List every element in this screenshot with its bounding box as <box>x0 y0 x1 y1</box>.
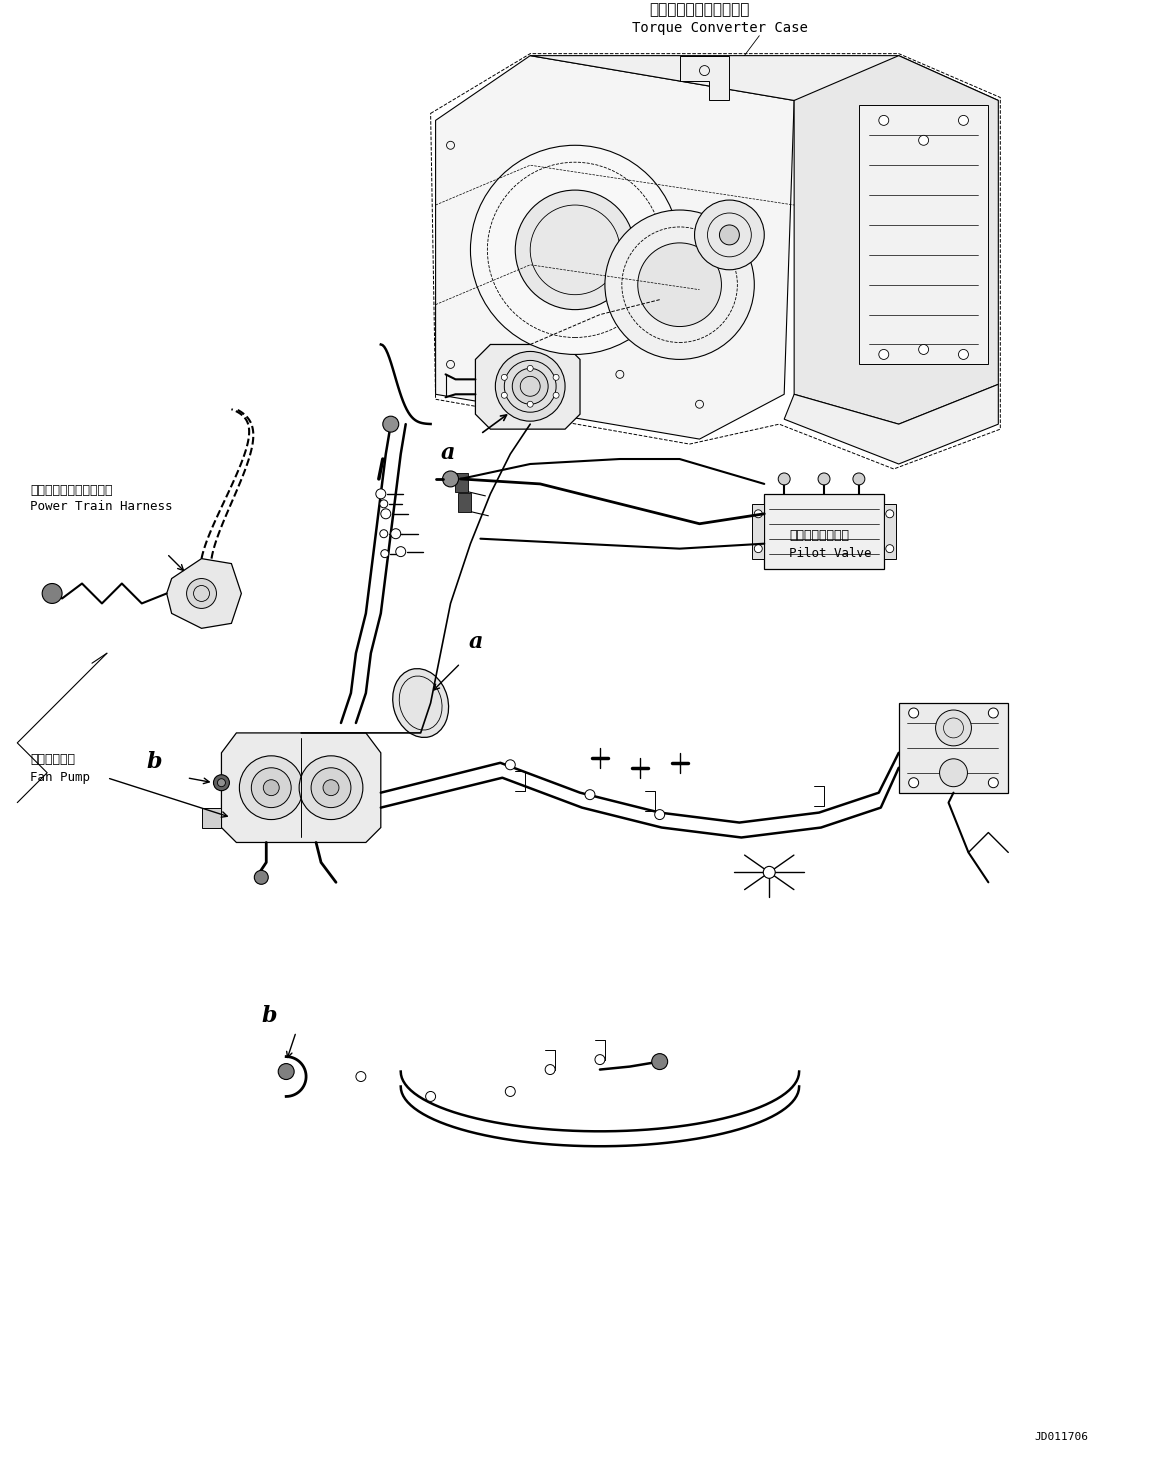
Text: Torque Converter Case: Torque Converter Case <box>632 20 807 35</box>
Circle shape <box>380 500 387 508</box>
Circle shape <box>214 775 229 791</box>
Circle shape <box>919 344 928 354</box>
Circle shape <box>908 778 919 788</box>
Circle shape <box>720 224 740 245</box>
Circle shape <box>958 350 969 360</box>
Circle shape <box>879 350 889 360</box>
Circle shape <box>42 583 62 603</box>
Polygon shape <box>679 55 729 101</box>
Circle shape <box>527 401 533 407</box>
Circle shape <box>240 756 304 820</box>
Circle shape <box>251 768 291 807</box>
Polygon shape <box>764 494 884 568</box>
Circle shape <box>495 351 565 421</box>
Circle shape <box>505 759 515 769</box>
Polygon shape <box>166 558 242 628</box>
Circle shape <box>886 545 893 552</box>
Circle shape <box>651 1053 668 1069</box>
Polygon shape <box>476 344 580 430</box>
Text: Power Train Harness: Power Train Harness <box>30 500 173 513</box>
Text: b: b <box>147 750 163 772</box>
Text: a: a <box>441 441 455 463</box>
Polygon shape <box>436 55 794 439</box>
Circle shape <box>501 392 507 398</box>
Circle shape <box>958 115 969 125</box>
Circle shape <box>637 243 721 326</box>
Polygon shape <box>859 105 989 364</box>
Circle shape <box>940 759 968 787</box>
Circle shape <box>186 578 216 609</box>
Text: a: a <box>469 631 483 653</box>
FancyBboxPatch shape <box>458 494 471 513</box>
Circle shape <box>605 210 755 360</box>
Circle shape <box>263 779 279 796</box>
Circle shape <box>380 549 388 558</box>
Circle shape <box>426 1091 436 1101</box>
Circle shape <box>395 546 406 557</box>
Circle shape <box>989 708 998 718</box>
Text: b: b <box>262 1005 277 1027</box>
Circle shape <box>217 778 226 787</box>
Circle shape <box>376 490 386 498</box>
Polygon shape <box>201 807 221 828</box>
Circle shape <box>391 529 401 539</box>
Circle shape <box>505 1087 515 1097</box>
Text: トルクコンバータケース: トルクコンバータケース <box>649 1 750 17</box>
Polygon shape <box>221 733 380 842</box>
Polygon shape <box>784 385 998 463</box>
Circle shape <box>818 474 830 485</box>
Circle shape <box>471 146 679 354</box>
Circle shape <box>380 508 391 519</box>
Circle shape <box>694 200 764 270</box>
Circle shape <box>278 1064 294 1080</box>
Polygon shape <box>752 504 764 558</box>
Circle shape <box>989 778 998 788</box>
Text: Fan Pump: Fan Pump <box>30 771 91 784</box>
Circle shape <box>755 510 762 517</box>
Circle shape <box>299 756 363 820</box>
Polygon shape <box>794 55 998 424</box>
Circle shape <box>356 1071 366 1081</box>
Circle shape <box>852 474 865 485</box>
Circle shape <box>443 471 458 487</box>
Circle shape <box>501 374 507 380</box>
Circle shape <box>380 530 387 538</box>
Circle shape <box>879 115 889 125</box>
Circle shape <box>311 768 351 807</box>
Circle shape <box>919 136 928 146</box>
Text: パイロットバルブ: パイロットバルブ <box>790 529 849 542</box>
Text: パワートレインハーネス: パワートレインハーネス <box>30 484 113 497</box>
Circle shape <box>935 710 971 746</box>
Circle shape <box>778 474 790 485</box>
Text: JD011706: JD011706 <box>1034 1432 1087 1442</box>
FancyBboxPatch shape <box>455 474 468 492</box>
Circle shape <box>545 1065 555 1075</box>
Text: Pilot Valve: Pilot Valve <box>790 546 871 559</box>
Polygon shape <box>530 55 998 101</box>
Circle shape <box>554 374 559 380</box>
Text: ファンポンプ: ファンポンプ <box>30 753 76 766</box>
Circle shape <box>755 545 762 552</box>
Circle shape <box>655 810 665 820</box>
Circle shape <box>527 366 533 372</box>
Circle shape <box>886 510 893 517</box>
Circle shape <box>512 369 548 404</box>
Circle shape <box>515 189 635 310</box>
Polygon shape <box>899 704 1008 793</box>
Ellipse shape <box>393 669 449 737</box>
Circle shape <box>763 867 776 879</box>
Polygon shape <box>884 504 896 558</box>
Circle shape <box>908 708 919 718</box>
Circle shape <box>595 1055 605 1065</box>
Circle shape <box>323 779 338 796</box>
Circle shape <box>255 870 269 884</box>
Circle shape <box>554 392 559 398</box>
Circle shape <box>585 790 595 800</box>
Circle shape <box>383 417 399 433</box>
